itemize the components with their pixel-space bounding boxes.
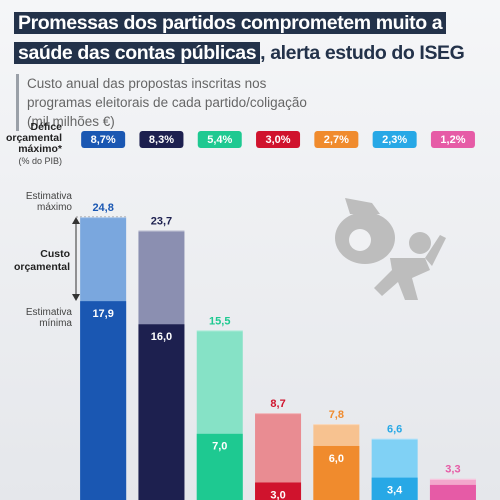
- bar-min: [313, 445, 360, 500]
- max-value-label: 7,8: [329, 409, 344, 421]
- title: Promessas dos partidos comprometem muito…: [14, 8, 494, 68]
- deficit-pill: [139, 131, 184, 148]
- range-marker: [72, 216, 126, 301]
- max-value-label: 15,5: [209, 315, 230, 327]
- min-value-label: 3,4: [387, 485, 403, 497]
- max-value-label: 8,7: [270, 398, 285, 410]
- min-label: Estimativa mínima: [25, 307, 72, 329]
- deficit-label: 1,2%: [440, 134, 465, 146]
- bar-min: [371, 477, 418, 500]
- deficit-label: 2,3%: [382, 134, 407, 146]
- deficit-label: 2,7%: [324, 134, 349, 146]
- bar-min: [196, 433, 243, 500]
- bar-min: [80, 301, 127, 500]
- max-label: Estimativa máximo: [25, 191, 72, 213]
- bar-min: [255, 482, 302, 500]
- deficit-label: 5,4%: [207, 134, 232, 146]
- deficit-pill: [81, 131, 126, 148]
- max-value-label: 24,8: [92, 202, 113, 214]
- icon: [335, 198, 446, 300]
- max-value-label: 3,3: [445, 464, 460, 476]
- min-value-label: 7,0: [212, 441, 227, 453]
- deficit-unit: (% do PIB): [18, 156, 62, 166]
- max-value-label: 23,7: [151, 215, 172, 227]
- min-value-label: 16,0: [151, 331, 172, 343]
- annotation: Custo orçamental: [13, 248, 70, 273]
- deficit-label: Défice orçamental máximo*: [5, 121, 62, 155]
- min-value-label: 17,9: [92, 308, 113, 320]
- deficit-pill: [197, 131, 242, 148]
- max-value-label: 6,6: [387, 424, 402, 436]
- min-value-label: 6,0: [329, 453, 344, 465]
- bar-min: [429, 484, 476, 500]
- subtitle: Custo anual das propostas inscritas nos …: [16, 74, 327, 131]
- deficit-label: 8,3%: [149, 134, 174, 146]
- title-end: , alerta estudo do ISEG: [260, 42, 465, 64]
- deficit-label: 8,7%: [91, 134, 116, 146]
- deficit-pill: [314, 131, 359, 148]
- deficit-pill: [256, 131, 301, 148]
- deficit-label: 3,0%: [266, 134, 291, 146]
- min-value-label: 3,0: [270, 489, 285, 500]
- deficit-pill: [372, 131, 417, 148]
- bar-min: [138, 324, 185, 500]
- deficit-pill: [430, 131, 475, 148]
